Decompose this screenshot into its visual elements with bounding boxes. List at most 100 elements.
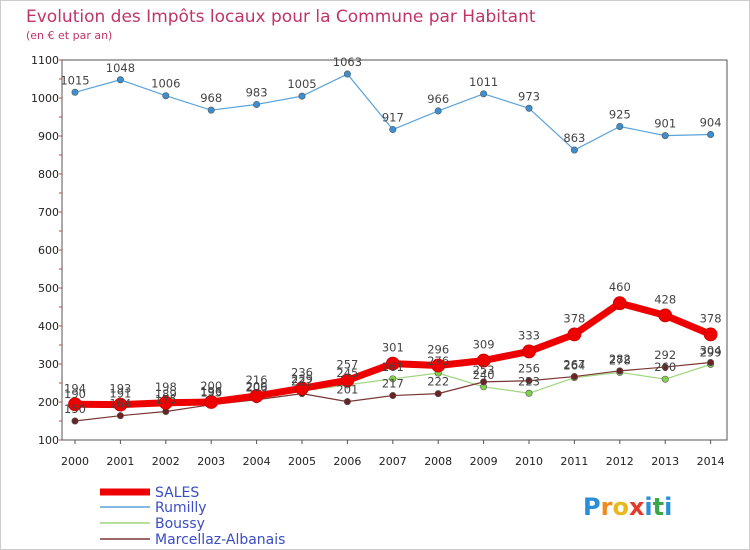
chart-subtitle: (en € et par an) <box>26 29 112 42</box>
data-point <box>707 130 715 138</box>
data-label: 863 <box>563 131 585 145</box>
data-point <box>385 356 400 371</box>
data-label: 983 <box>246 85 268 99</box>
data-label: 1011 <box>469 75 498 89</box>
data-point <box>703 327 718 342</box>
data-label: 222 <box>291 375 313 389</box>
y-tick-label: 200 <box>38 396 59 409</box>
y-tick-label: 900 <box>38 130 59 143</box>
data-label: 917 <box>382 111 404 125</box>
data-label: 193 <box>200 386 222 400</box>
data-point <box>525 389 533 397</box>
x-tick-label: 2000 <box>61 455 89 468</box>
x-tick-label: 2003 <box>197 455 225 468</box>
data-point <box>570 146 578 154</box>
x-tick-label: 2005 <box>288 455 316 468</box>
logo-letter: t <box>653 493 664 521</box>
data-point <box>343 398 351 406</box>
data-point <box>616 367 624 375</box>
data-label: 216 <box>246 373 268 387</box>
data-point <box>158 395 173 410</box>
legend-label: Rumilly <box>155 500 207 516</box>
data-point <box>340 373 355 388</box>
data-label: 428 <box>654 292 676 306</box>
data-label: 301 <box>382 341 404 355</box>
data-label: 296 <box>427 343 449 357</box>
data-label: 333 <box>518 328 540 342</box>
x-tick-label: 2004 <box>243 455 271 468</box>
data-point <box>249 389 264 403</box>
data-point <box>434 107 442 115</box>
legend-item: Boussy <box>100 516 205 532</box>
data-label: 966 <box>427 92 449 106</box>
x-tick-label: 2014 <box>697 455 725 468</box>
data-point <box>116 412 124 420</box>
data-point <box>616 123 624 131</box>
data-point <box>434 390 442 398</box>
data-point <box>707 358 715 366</box>
data-label: 378 <box>563 311 585 325</box>
y-tick-label: 500 <box>38 282 59 295</box>
legend-item: Rumilly <box>100 500 207 516</box>
data-label: 1063 <box>333 55 362 69</box>
data-point <box>522 344 536 359</box>
data-label: 222 <box>427 375 449 389</box>
data-point <box>389 126 397 134</box>
data-label: 200 <box>200 379 222 393</box>
axes: 100 200 300 400 500 600 700 800 900 1000 1100 2000 2… <box>31 54 728 468</box>
data-point <box>113 397 128 412</box>
y-tick-label: 800 <box>38 168 59 181</box>
data-point <box>389 392 397 400</box>
data-label: 189 <box>155 387 177 401</box>
y-tick-label: 400 <box>38 320 59 333</box>
data-point <box>525 377 533 385</box>
chart-title: Evolution des Impôts locaux pour la Comm… <box>26 7 536 27</box>
data-label: 201 <box>336 383 358 397</box>
x-tick-label: 2006 <box>333 455 361 468</box>
data-label: 217 <box>382 377 404 391</box>
series-rumilly <box>71 70 715 154</box>
legend-label: Marcellaz-Albanais <box>155 532 285 548</box>
data-label: 276 <box>427 354 449 368</box>
data-point <box>253 100 261 108</box>
data-label: 194 <box>64 381 86 395</box>
data-point <box>567 327 582 342</box>
data-label: 378 <box>700 311 722 325</box>
x-tick-label: 2007 <box>379 455 407 468</box>
data-label: 175 <box>155 393 177 407</box>
data-point <box>480 90 488 98</box>
data-point <box>661 132 669 140</box>
plot-area: 1015 1048 1006 968 983 1005 1063 917 966 1011 973 8… <box>60 55 722 425</box>
legend-label: SALES <box>155 485 199 501</box>
data-label: 1006 <box>151 77 180 91</box>
data-point <box>71 417 79 425</box>
y-tick-label: 300 <box>38 358 59 371</box>
data-point <box>162 92 170 100</box>
data-label: 264 <box>563 359 585 373</box>
y-tick-label: 1000 <box>31 92 59 105</box>
data-label: 267 <box>563 358 585 372</box>
y-tick-label: 600 <box>38 244 59 257</box>
data-label: 968 <box>200 91 222 105</box>
data-label: 282 <box>609 352 631 366</box>
data-label: 260 <box>654 360 676 374</box>
data-label: 1005 <box>287 77 316 91</box>
x-tick-label: 2009 <box>470 455 498 468</box>
data-point <box>431 358 446 373</box>
logo-text: Proxiti <box>583 493 672 521</box>
data-point <box>389 375 397 383</box>
data-label: 261 <box>382 360 404 374</box>
data-point <box>68 397 82 412</box>
series-sales <box>68 296 718 412</box>
data-label: 164 <box>109 397 131 411</box>
x-tick-label: 2011 <box>560 455 588 468</box>
data-point <box>207 106 215 114</box>
data-point <box>476 353 491 368</box>
logo-letter: P <box>583 493 601 521</box>
data-labels-sales: 194 193 198 200 216 236 257 301 296 309 333 378 460 4… <box>64 280 722 395</box>
data-label: 196 <box>200 385 222 399</box>
